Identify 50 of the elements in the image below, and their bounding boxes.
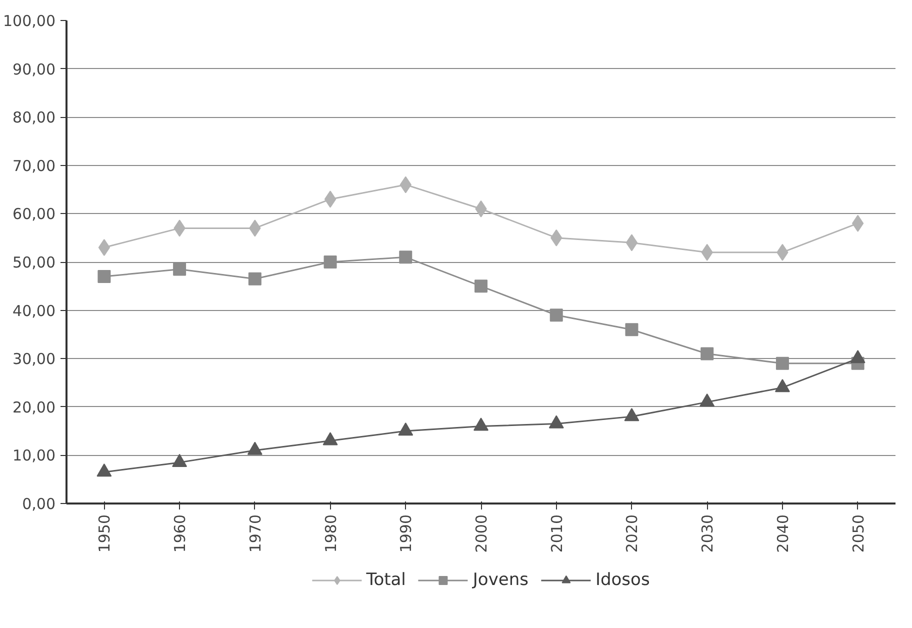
y-tick-label: 100,00: [3, 12, 56, 30]
point: [700, 393, 715, 407]
y-tick-label: 90,00: [12, 60, 56, 78]
x-tick-label: 1990: [397, 514, 416, 553]
x-tick-label: 1960: [171, 514, 190, 553]
point: [172, 454, 188, 467]
x-tick-label: 2020: [623, 514, 642, 553]
point: [324, 256, 337, 268]
y-tick-label: 40,00: [12, 302, 56, 320]
point: [399, 250, 412, 264]
point: [548, 415, 564, 428]
point: [774, 378, 790, 392]
x-tick-label: 2040: [774, 514, 792, 553]
point: [474, 418, 488, 431]
x-tick-label: 2050: [849, 514, 868, 553]
point: [247, 442, 262, 455]
y-tick-label: 30,00: [12, 350, 56, 368]
point: [850, 350, 866, 364]
x-tick-label: 1950: [96, 514, 114, 553]
point: [248, 272, 262, 286]
x-tick-label: 1970: [246, 514, 264, 553]
point: [626, 234, 638, 252]
point: [474, 280, 488, 293]
x-tick-label: 1980: [322, 514, 340, 553]
point: [98, 270, 111, 283]
y-tick-label: 10,00: [12, 446, 56, 465]
point: [625, 323, 638, 336]
point: [98, 239, 110, 256]
y-tick-label: 80,00: [12, 108, 56, 127]
point: [398, 422, 414, 436]
point: [776, 356, 789, 370]
x-tick-label: 2000: [472, 514, 490, 553]
y-tick-label: 20,00: [12, 398, 56, 416]
point: [322, 432, 338, 446]
legend-label: Idosos: [595, 570, 650, 590]
y-tick-label: 70,00: [12, 156, 56, 175]
x-tick-label: 2030: [698, 514, 717, 553]
y-tick-label: 50,00: [12, 254, 56, 272]
x-tick-label: 2010: [548, 514, 566, 553]
point: [96, 464, 112, 477]
legend-label: Total: [366, 570, 406, 590]
point: [624, 408, 640, 422]
point: [700, 347, 714, 360]
y-tick-label: 60,00: [12, 205, 56, 224]
point: [324, 190, 336, 208]
point: [173, 262, 186, 276]
legend-label: Jovens: [472, 570, 528, 590]
point: [852, 214, 864, 232]
point: [550, 308, 563, 322]
y-tick-label: 0,00: [22, 495, 56, 513]
